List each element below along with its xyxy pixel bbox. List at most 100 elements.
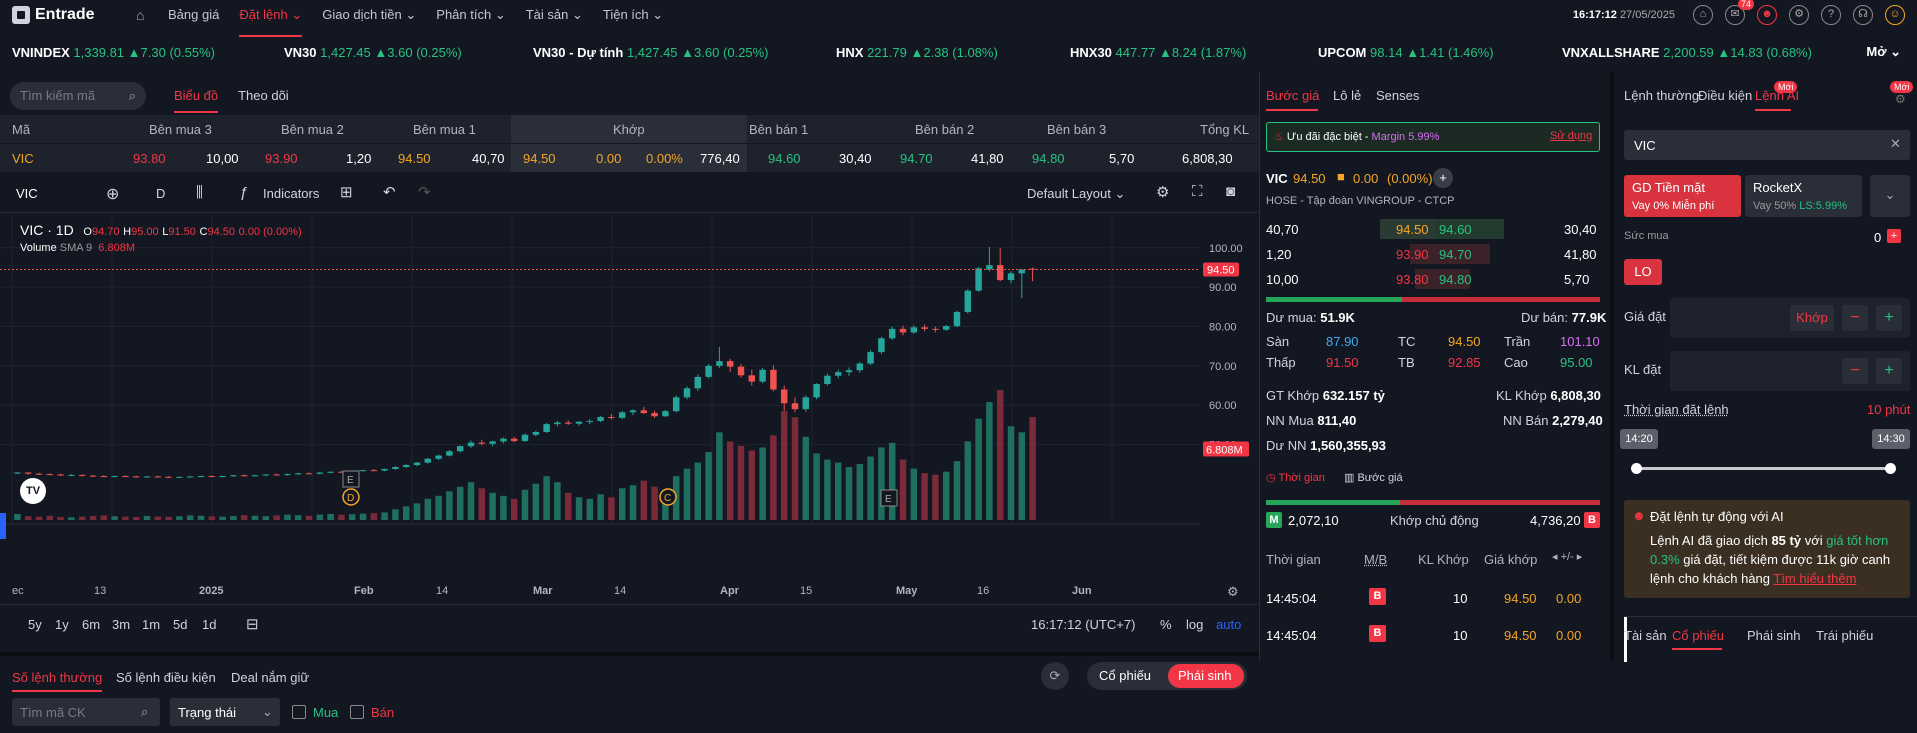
chart-settings-icon[interactable]: ⚙ (1156, 183, 1169, 201)
tab-theo-doi[interactable]: Theo dõi (238, 88, 289, 103)
tab-trai-phieu[interactable]: Trái phiếu (1816, 628, 1873, 643)
index-upcom[interactable]: UPCOM 98.14 ▲1.41 (1.46%) (1318, 45, 1494, 60)
order-type-lo[interactable]: LO (1624, 259, 1662, 285)
tab-dieu-kien[interactable]: Điều kiện (1698, 88, 1752, 103)
camera-icon[interactable]: ◙ (1226, 183, 1235, 200)
range-5d[interactable]: 5d (173, 617, 187, 632)
promo-link[interactable]: Sử dụng (1550, 130, 1592, 142)
home-icon[interactable]: ⌂ (136, 7, 156, 23)
book-ask-price-1[interactable]: 94.60 (1439, 222, 1472, 237)
avatar-icon[interactable]: ☺ (1885, 5, 1905, 25)
time-slider-track[interactable] (1636, 467, 1891, 470)
order-symbol-input[interactable] (1624, 130, 1910, 160)
tab-so-lenh-thuong[interactable]: Số lệnh thường (12, 670, 102, 685)
undo-icon[interactable]: ↶ (383, 183, 396, 201)
book-bid-price-1[interactable]: 94.50 (1396, 222, 1429, 237)
price-increase-icon[interactable]: + (1876, 305, 1902, 331)
volume-bar (349, 514, 355, 520)
percent-toggle[interactable]: % (1160, 617, 1172, 632)
segment-co-phieu[interactable]: Cổ phiếu (1099, 668, 1151, 683)
slider-handle-from[interactable] (1631, 463, 1642, 474)
nav-tien-ich[interactable]: Tiện ích ⌄ (603, 0, 663, 30)
candle-body (133, 476, 139, 477)
gift-icon[interactable]: ⌂ (1693, 5, 1713, 25)
qty-decrease-icon[interactable]: − (1842, 358, 1868, 384)
index-vnxallshare[interactable]: VNXALLSHARE 2,200.59 ▲14.83 (0.68%) (1562, 45, 1812, 60)
quote-row-vic[interactable]: VIC 93.80 10,00 93.90 1,20 94.50 40,70 9… (0, 144, 1259, 172)
range-1m[interactable]: 1m (142, 617, 160, 632)
symbol-search-input[interactable]: Tìm kiếm mã ⌕ (10, 82, 146, 110)
price-decrease-icon[interactable]: − (1842, 305, 1868, 331)
nav-giao-dich-tien[interactable]: Giao dịch tiền ⌄ (322, 0, 416, 30)
book-bid-price-3[interactable]: 93.80 (1396, 272, 1429, 287)
gear-icon[interactable]: ⚙ (1789, 5, 1809, 25)
indicators-button[interactable]: Indicators (263, 186, 319, 201)
tab-lenh-thuong[interactable]: Lệnh thường (1624, 88, 1699, 103)
help-icon[interactable]: ? (1821, 5, 1841, 25)
entrade-logo[interactable]: Entrade (12, 6, 116, 24)
redo-icon[interactable]: ↷ (418, 183, 431, 201)
range-1y[interactable]: 1y (55, 617, 69, 632)
index-vnindex[interactable]: VNINDEX 1,339.81 ▲7.30 (0.55%) (12, 45, 215, 60)
subtab-thoi-gian[interactable]: ◷ Thời gian (1266, 471, 1325, 484)
range-3m[interactable]: 3m (112, 617, 130, 632)
range-6m[interactable]: 6m (82, 617, 100, 632)
index-vn30[interactable]: VN30 1,427.45 ▲3.60 (0.25%) (284, 45, 462, 60)
book-ask-price-2[interactable]: 94.70 (1439, 247, 1472, 262)
auto-toggle[interactable]: auto (1216, 617, 1241, 632)
add-watchlist-icon[interactable]: + (1433, 168, 1453, 188)
templates-icon[interactable]: ⊞ (340, 183, 353, 201)
buy-checkbox[interactable] (292, 705, 306, 719)
tab-phai-sinh[interactable]: Phái sinh (1747, 628, 1800, 643)
book-bid-price-2[interactable]: 93.90 (1396, 247, 1429, 262)
chart-symbol[interactable]: VIC (16, 186, 38, 201)
nav-bang-gia[interactable]: Bảng giá (168, 0, 219, 30)
log-toggle[interactable]: log (1186, 617, 1203, 632)
quantity-input[interactable] (1670, 351, 1910, 391)
segment-phai-sinh[interactable]: Phái sinh (1178, 668, 1231, 683)
index-hnx30[interactable]: HNX30 447.77 ▲8.24 (1.87%) (1070, 45, 1246, 60)
refresh-icon[interactable]: ⟳ (1041, 662, 1069, 690)
tab-buoc-gia[interactable]: Bước giá (1266, 88, 1319, 103)
tab-lo-le[interactable]: Lô lẻ (1333, 88, 1361, 103)
tab-deal-nam-giu[interactable]: Deal nắm giữ (231, 670, 309, 685)
add-compare-icon[interactable]: ⊕ (106, 184, 119, 204)
headset-icon[interactable]: ☊ (1853, 5, 1873, 25)
qty-increase-icon[interactable]: + (1876, 358, 1902, 384)
tab-co-phieu[interactable]: Cổ phiếu (1672, 628, 1724, 643)
tab-tai-san[interactable]: Tài sản (1624, 628, 1667, 643)
index-hnx[interactable]: HNX 221.79 ▲2.38 (1.08%) (836, 45, 998, 60)
date-range-icon[interactable]: ⊟ (246, 615, 259, 633)
nav-phan-tich[interactable]: Phân tích ⌄ (436, 0, 505, 30)
add-funds-icon[interactable]: + (1887, 229, 1901, 243)
subtab-buoc-gia[interactable]: ▥ Bước giá (1344, 471, 1403, 484)
chart-timezone-clock[interactable]: 16:17:12 (UTC+7) (1031, 617, 1135, 632)
range-1d[interactable]: 1d (202, 617, 216, 632)
index-vn30-du-tinh[interactable]: VN30 - Dự tính 1,427.45 ▲3.60 (0.25%) (533, 45, 769, 60)
range-5y[interactable]: 5y (28, 617, 42, 632)
mascot-icon[interactable]: ☻ (1757, 5, 1777, 25)
interval-button[interactable]: D (156, 186, 165, 201)
corner-gear-icon[interactable]: ⚙ (1895, 92, 1906, 106)
tab-bieu-do[interactable]: Biểu đồ (174, 88, 218, 103)
fullscreen-icon[interactable]: ⛶ (1192, 183, 1203, 200)
candle-body (209, 476, 215, 477)
book-ask-price-3[interactable]: 94.80 (1439, 272, 1472, 287)
tab-senses[interactable]: Senses (1376, 88, 1419, 103)
tab-so-lenh-dieu-kien[interactable]: Số lệnh điều kiện (116, 670, 216, 685)
ai-learn-more-link[interactable]: Tìm hiểu thêm (1773, 571, 1856, 586)
nav-dat-lenh[interactable]: Đặt lệnh ⌄ (239, 0, 302, 30)
candlestick-chart-svg[interactable]: 100.0090.0080.0070.0060.0050.0094.506.80… (0, 214, 1259, 604)
account-more-chevron-icon[interactable]: ⌄ (1870, 175, 1910, 217)
indices-more-button[interactable]: Mở ⌄ (1866, 44, 1901, 60)
slider-handle-to[interactable] (1885, 463, 1896, 474)
clear-icon[interactable]: ✕ (1890, 136, 1901, 152)
candle-type-icon[interactable]: ⫼ (196, 184, 203, 201)
indicators-icon[interactable]: ƒ (240, 184, 248, 201)
price-chart[interactable]: 100.0090.0080.0070.0060.0050.0094.506.80… (0, 214, 1259, 604)
sell-checkbox[interactable] (350, 705, 364, 719)
layout-dropdown[interactable]: Default Layout ⌄ (1027, 186, 1125, 202)
nav-tai-san[interactable]: Tài sản ⌄ (526, 0, 583, 30)
chat-icon[interactable]: ✉ 74 (1725, 5, 1745, 25)
khop-button[interactable]: Khớp (1790, 305, 1834, 331)
